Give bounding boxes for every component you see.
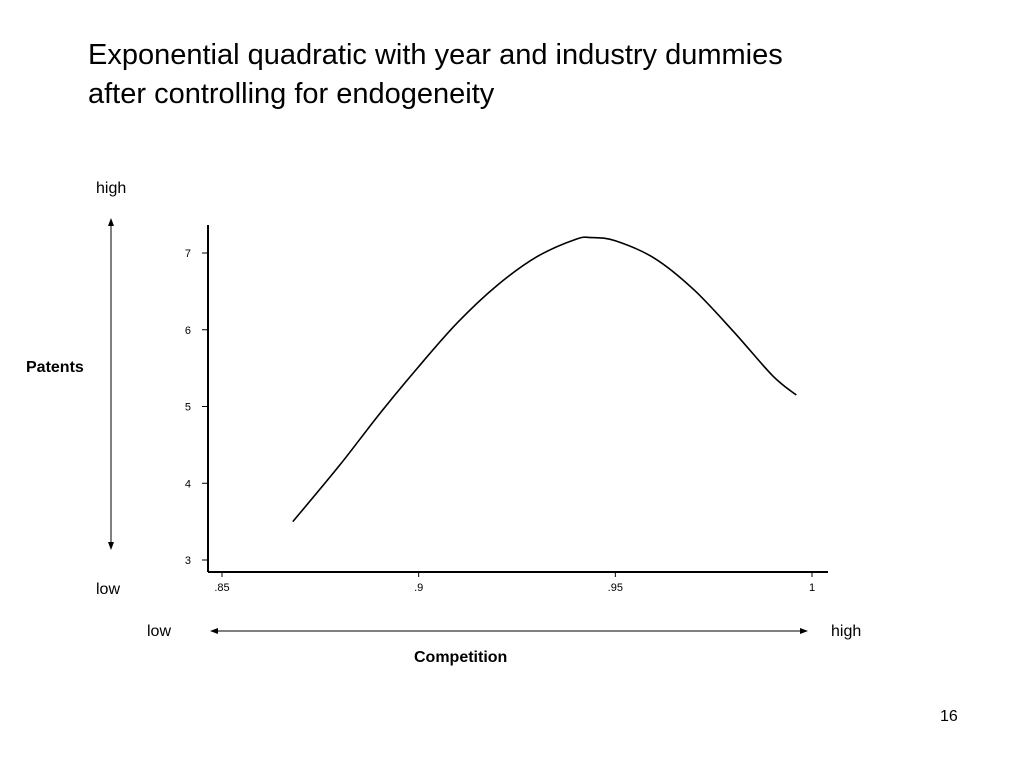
x-tick-label: .95 [608, 582, 623, 594]
x-tick-label: 1 [809, 582, 815, 594]
y-low-label: low [96, 581, 121, 598]
fitted-curve [292, 236, 797, 523]
y-tick-label: 4 [185, 478, 191, 490]
slide-title: Exponential quadratic with year and indu… [88, 36, 968, 114]
y-tick-label: 5 [185, 402, 191, 414]
x-high-label: high [831, 623, 862, 640]
slide-number: 16 [940, 708, 958, 725]
y-high-label: high [96, 180, 127, 197]
x-axis-name: Competition [414, 649, 508, 666]
y-tick-label: 3 [185, 555, 191, 567]
x-tick-label: .85 [214, 582, 229, 594]
axis-ticks: .85 .9 .95 1 3 4 5 6 7 [185, 248, 815, 594]
title-line-1: Exponential quadratic with year and indu… [88, 39, 783, 71]
y-axis-name: Patents [26, 359, 84, 376]
x-tick-label: .9 [414, 582, 423, 594]
x-low-label: low [147, 623, 172, 640]
y-tick-label: 6 [185, 325, 191, 337]
y-tick-label: 7 [185, 248, 191, 260]
title-line-2: after controlling for endogeneity [88, 78, 495, 110]
